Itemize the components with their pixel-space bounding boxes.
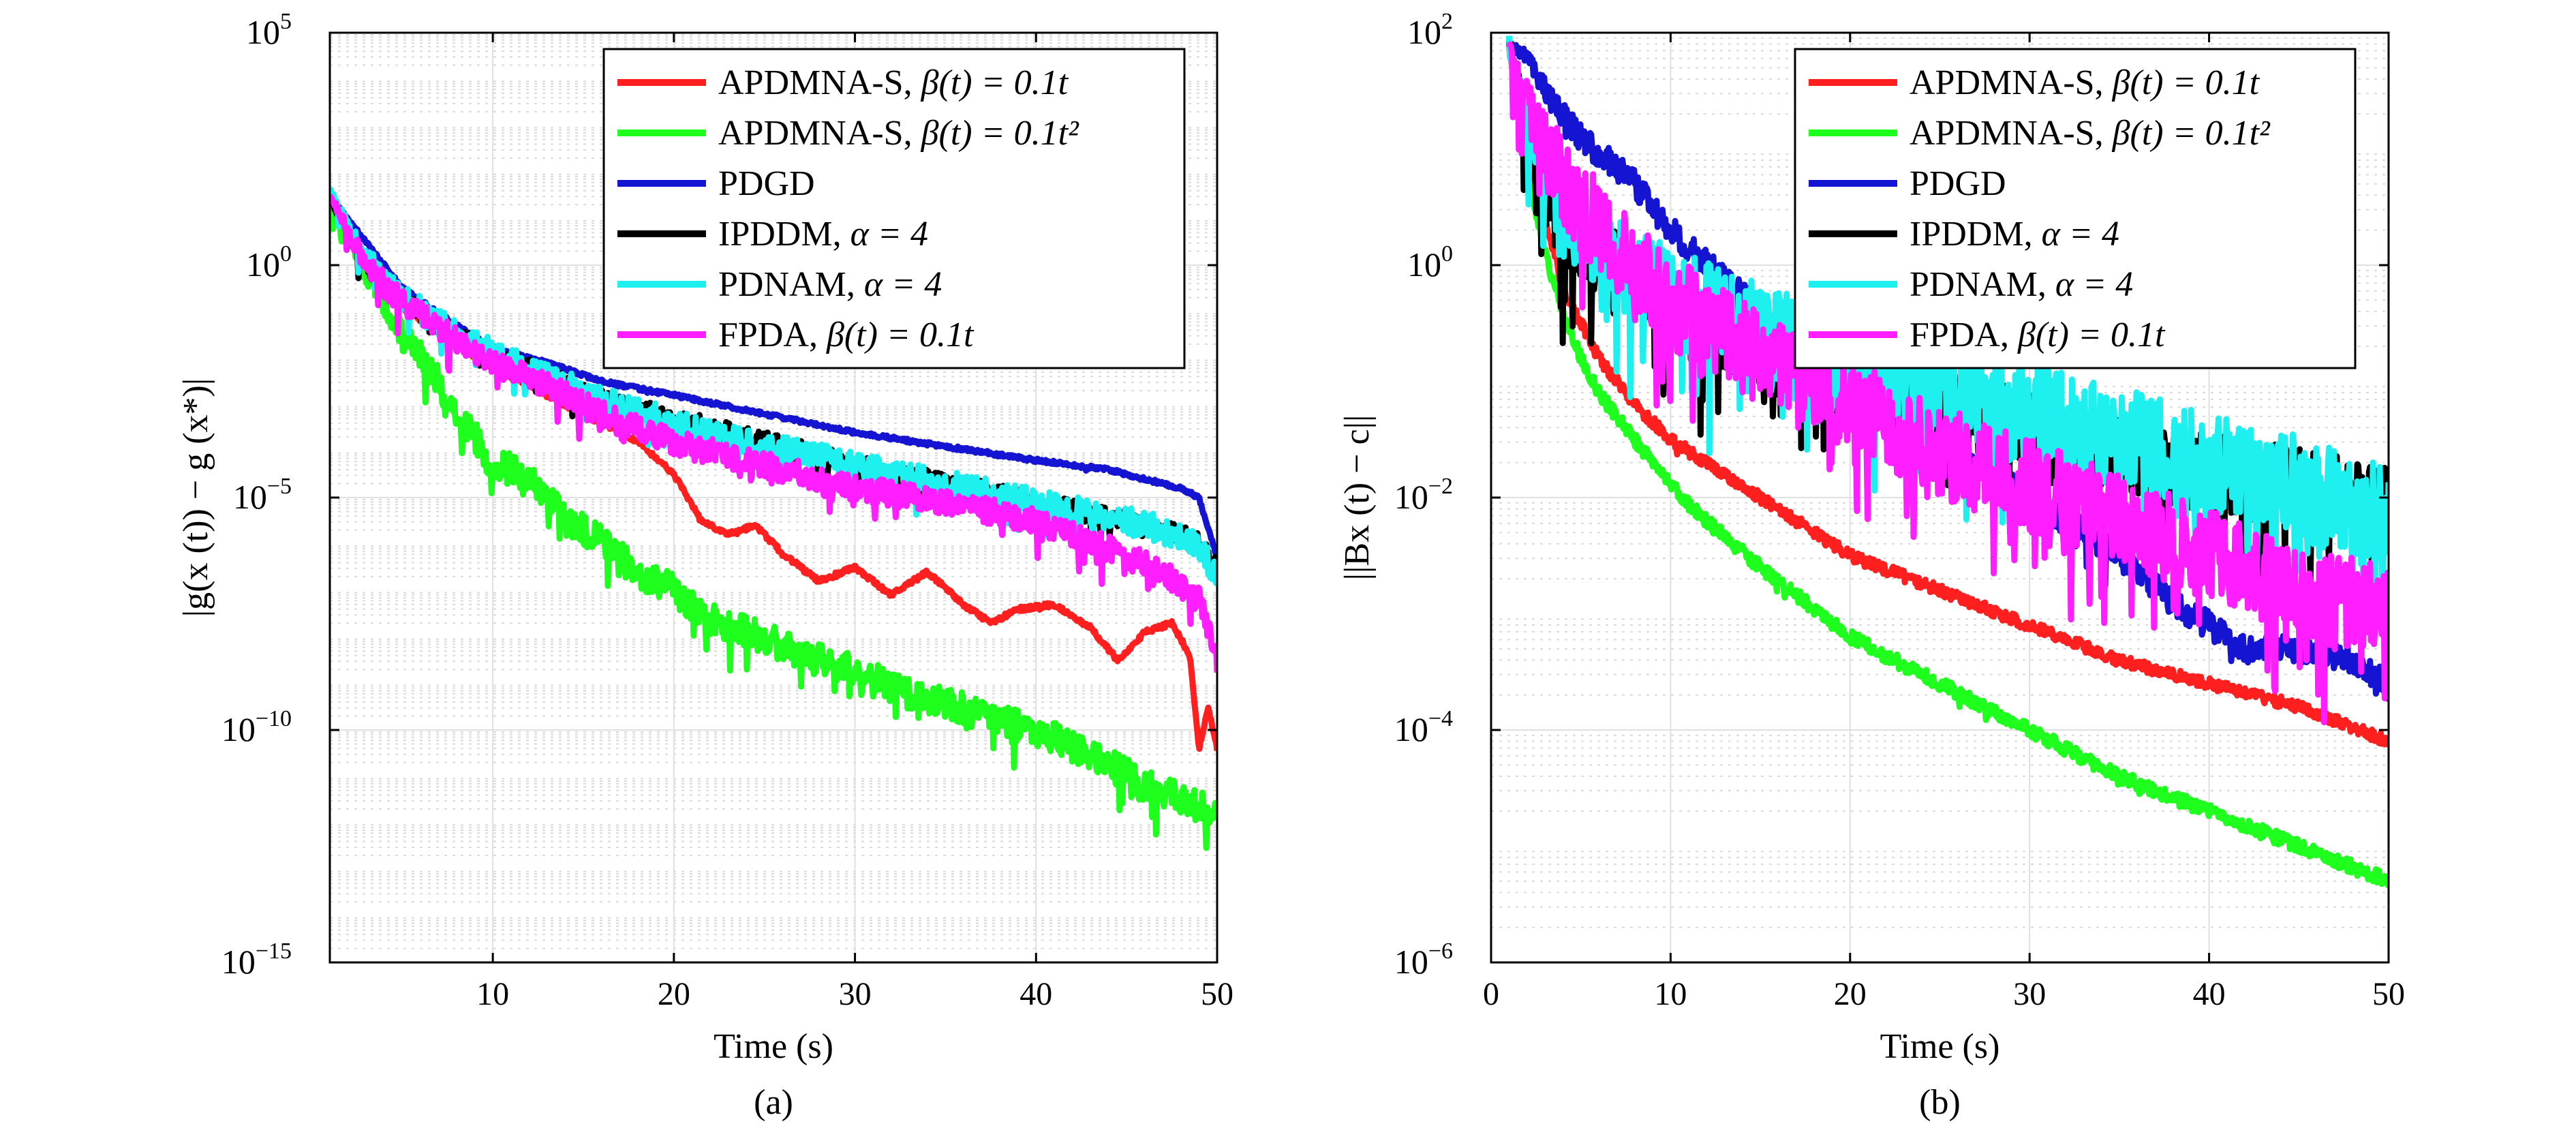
series-line [1506, 41, 2389, 726]
x-axis-label: Time (s) [1880, 1027, 2000, 1066]
x-tick-label: 10 [1654, 976, 1687, 1012]
chart-panel-b: 0 10 20 30 40 50 10−6 10−4 10−2 100 102 Time (s) ||B… [1338, 9, 2405, 1122]
legend-label: IPDDM, α = 4 [1910, 215, 2119, 254]
y-tick-label: 10−2 [1394, 474, 1453, 516]
series-group [1505, 35, 2389, 888]
x-tick-label: 50 [2372, 976, 2405, 1012]
x-tick-label: 20 [658, 976, 690, 1012]
x-tick-label: 30 [839, 976, 872, 1012]
panel-label: (a) [754, 1083, 793, 1122]
y-tick-label: 10−5 [233, 474, 292, 516]
legend-label: FPDA, β(t) = 0.1t [718, 316, 975, 354]
legend-label: FPDA, β(t) = 0.1t [1910, 316, 2166, 354]
y-tick-label: 100 [246, 241, 292, 284]
legend: APDMNA-S, β(t) = 0.1t APDMNA-S, β(t) = 0.… [1794, 48, 2357, 369]
legend-label: APDMNA-S, β(t) = 0.1t [1910, 63, 2260, 102]
legend-label: IPDDM, α = 4 [718, 215, 928, 254]
y-axis-label: |g(x (t)) − g (x*)| [177, 378, 215, 618]
series-line [1505, 43, 2389, 748]
legend-label: APDMNA-S, β(t) = 0.1t² [718, 114, 1079, 153]
x-tick-label: 10 [476, 976, 509, 1012]
legend-label: APDMNA-S, β(t) = 0.1t [718, 63, 1069, 102]
legend-box [602, 48, 1186, 369]
x-tick-label: 40 [1019, 976, 1052, 1012]
series-line [330, 194, 1217, 673]
chart-panel-a: 10 20 30 40 50 10−15 10−10 10−5 100 105 Time (s) |g… [177, 9, 1233, 1122]
y-tick-label: 102 [1407, 9, 1453, 51]
series-group [330, 187, 1217, 851]
y-tick-label: 100 [1407, 241, 1453, 284]
panel-label: (b) [1919, 1083, 1961, 1122]
x-tick-label: 20 [1834, 976, 1867, 1012]
y-tick-label: 10−10 [221, 706, 292, 748]
y-tick-label: 10−15 [221, 939, 292, 981]
legend: APDMNA-S, β(t) = 0.1t APDMNA-S, β(t) = 0.… [602, 48, 1186, 369]
y-tick-label: 105 [246, 9, 292, 51]
x-tick-label: 50 [1201, 976, 1233, 1012]
legend-label: PDNAM, α = 4 [718, 265, 942, 304]
x-tick-label: 40 [2193, 976, 2226, 1012]
y-tick-label: 10−6 [1394, 939, 1453, 981]
x-tick-label: 0 [1483, 976, 1499, 1012]
x-axis-label: Time (s) [714, 1027, 833, 1066]
y-axis-label: ||Bx (t) − c|| [1338, 415, 1377, 581]
legend-label: PDNAM, α = 4 [1910, 265, 2133, 304]
x-tick-label: 30 [2013, 976, 2046, 1012]
series-line [1505, 44, 2389, 888]
legend-label: PDGD [718, 164, 815, 203]
y-tick-label: 10−4 [1394, 706, 1453, 748]
legend-label: APDMNA-S, β(t) = 0.1t² [1910, 114, 2271, 153]
legend-box [1794, 48, 2357, 369]
legend-label: PDGD [1910, 164, 2006, 203]
series-line [330, 192, 1217, 851]
